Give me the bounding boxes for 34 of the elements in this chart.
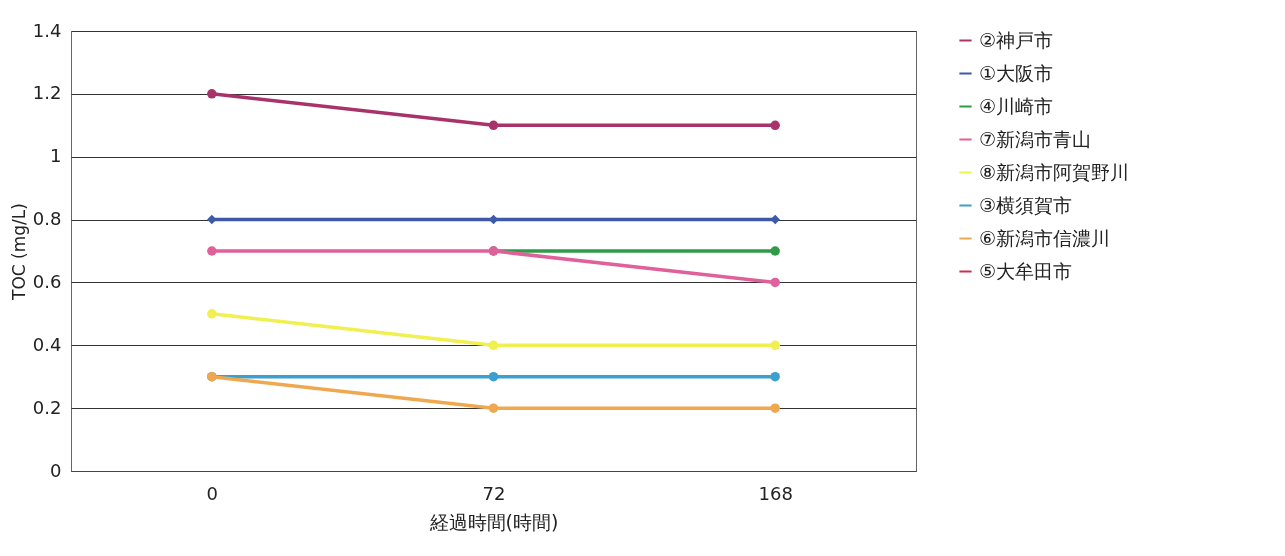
- legend-label: ①大阪市: [979, 61, 1054, 84]
- point: [207, 309, 217, 319]
- y-tick-label: 1: [50, 145, 62, 167]
- point: [770, 371, 780, 382]
- y-tick-label: 1.2: [32, 82, 62, 104]
- point: [770, 403, 780, 413]
- legend-label: ③横須賀市: [979, 193, 1073, 216]
- point: [770, 120, 780, 131]
- y-tick-label: 1.4: [32, 19, 62, 41]
- y-tick-label: 0.6: [32, 270, 62, 292]
- point: [770, 277, 780, 288]
- point: [770, 246, 780, 256]
- point: [488, 340, 499, 351]
- y-tick-label: 0.4: [32, 333, 62, 355]
- legend-label: ⑦新潟市青山: [979, 127, 1092, 150]
- point: [488, 120, 499, 131]
- x-tick-label: 168: [758, 482, 793, 504]
- point: [207, 246, 217, 256]
- y-tick-label: 0: [50, 459, 62, 481]
- point: [488, 403, 499, 413]
- x-tick-label: 0: [206, 482, 219, 504]
- legend-label: ⑤大牟田市: [979, 259, 1073, 282]
- legend-label: ⑥新潟市信濃川: [979, 226, 1111, 249]
- point: [207, 89, 217, 99]
- y-tick-label: 0.2: [32, 396, 62, 418]
- y-axis-title: TOC (mg/L): [8, 203, 29, 301]
- point: [770, 340, 780, 351]
- legend-label: ②神戸市: [979, 28, 1054, 51]
- legend-label: ④川崎市: [979, 94, 1054, 117]
- point: [488, 371, 499, 382]
- legend-label: ⑧新潟市阿賀野川: [979, 160, 1130, 183]
- x-axis-title: 経過時間(時間): [428, 510, 559, 533]
- x-tick-label: 72: [482, 482, 506, 504]
- y-tick-label: 0.8: [32, 208, 62, 230]
